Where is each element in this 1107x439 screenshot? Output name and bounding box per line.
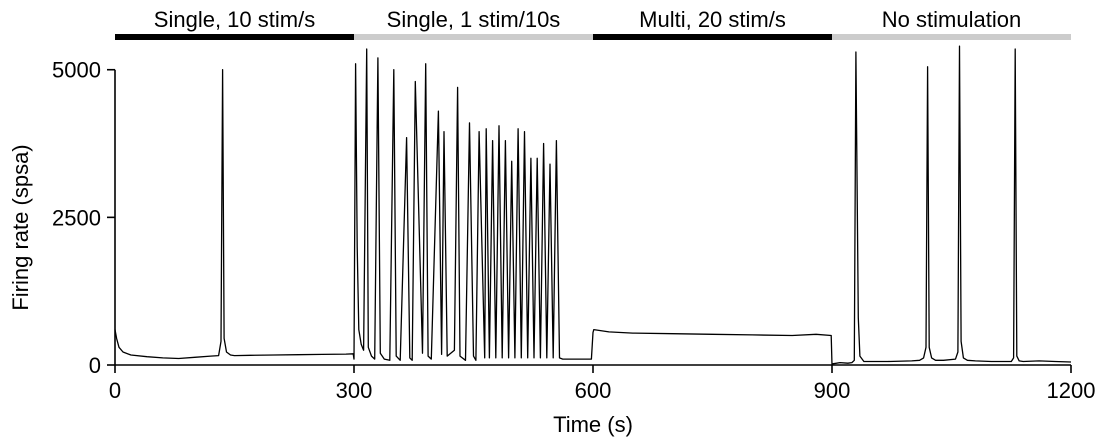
segment-bar — [354, 34, 593, 40]
firing-rate-trace — [114, 45, 1072, 366]
x-tick-label: 1200 — [1047, 378, 1096, 403]
x-axis-label: Time (s) — [553, 412, 633, 437]
x-tick-label: 0 — [109, 378, 121, 403]
segment-label: No stimulation — [882, 7, 1021, 32]
y-tick-label: 0 — [89, 353, 101, 378]
x-tick-label: 900 — [814, 378, 851, 403]
segment-label: Multi, 20 stim/s — [639, 7, 786, 32]
y-axis-label: Firing rate (spsa) — [8, 144, 33, 310]
stimulation-segment-bars — [115, 34, 1071, 40]
segment-bar — [115, 34, 354, 40]
segment-bar — [832, 34, 1071, 40]
x-tick-label: 300 — [336, 378, 373, 403]
stimulation-segment-labels: Single, 10 stim/s Single, 1 stim/10s Multi… — [154, 7, 1021, 32]
y-axis-ticks: 0 2500 5000 — [52, 58, 115, 378]
segment-bar — [593, 34, 832, 40]
y-tick-label: 2500 — [52, 205, 101, 230]
segment-label: Single, 1 stim/10s — [387, 7, 561, 32]
x-tick-label: 600 — [575, 378, 612, 403]
y-tick-label: 5000 — [52, 58, 101, 83]
segment-label: Single, 10 stim/s — [154, 7, 315, 32]
x-axis-ticks: 0 300 600 900 1200 — [109, 365, 1096, 403]
